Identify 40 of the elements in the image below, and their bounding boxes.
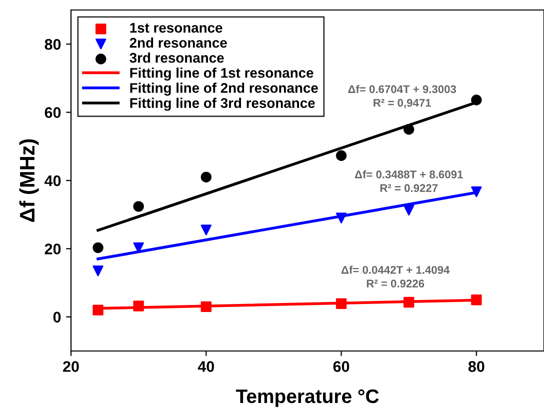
annotation: Δf= 0.0442T + 1.4094 bbox=[341, 266, 450, 274]
y-tick-label: 80 bbox=[44, 38, 61, 50]
legend-label: Fitting line of 3rd resonance bbox=[130, 98, 315, 111]
point bbox=[471, 186, 482, 198]
annotation: R² = 0,9471 bbox=[374, 98, 431, 108]
point bbox=[92, 242, 104, 254]
point bbox=[92, 266, 104, 276]
annotation: R² = 0.9226 bbox=[366, 280, 424, 288]
point bbox=[336, 150, 347, 161]
legend-label: 3rd resonance bbox=[130, 52, 224, 63]
point bbox=[200, 172, 212, 182]
point bbox=[404, 124, 414, 135]
point bbox=[92, 304, 104, 316]
legend-label: Fitting line of 2nd resonance bbox=[130, 82, 318, 96]
point bbox=[133, 300, 144, 312]
annotation: Δf= 0.6704T + 9.3003 bbox=[348, 84, 456, 94]
x-tick-label: 20 bbox=[63, 361, 79, 372]
point bbox=[200, 224, 212, 236]
y-tick-label: 40 bbox=[44, 175, 61, 186]
point bbox=[200, 301, 212, 312]
annotation: R² = 0.9227 bbox=[380, 184, 438, 192]
legend-label: 2nd resonance bbox=[130, 38, 227, 48]
y-tick-label: 60 bbox=[44, 107, 61, 118]
x-tick-label: 60 bbox=[333, 361, 350, 372]
point bbox=[336, 298, 347, 309]
legend-label: Fitting line of 1st resonance bbox=[130, 68, 314, 81]
x-tick-label: 80 bbox=[468, 361, 484, 372]
annotation: Δf= 0.3488T + 8.6091 bbox=[354, 170, 463, 178]
point bbox=[336, 212, 347, 224]
legend-label: 1st resonance bbox=[130, 23, 222, 33]
point bbox=[133, 201, 144, 212]
point bbox=[471, 294, 482, 306]
y-tick-label: 20 bbox=[44, 244, 61, 254]
point bbox=[404, 204, 414, 216]
x-tick-label: 40 bbox=[198, 361, 214, 372]
y-axis-title: Δf (MHz) bbox=[19, 139, 39, 222]
y-tick-label: 0 bbox=[53, 312, 61, 323]
x-axis-title: Temperature °C bbox=[236, 389, 379, 407]
point bbox=[471, 94, 482, 106]
point bbox=[404, 296, 414, 308]
